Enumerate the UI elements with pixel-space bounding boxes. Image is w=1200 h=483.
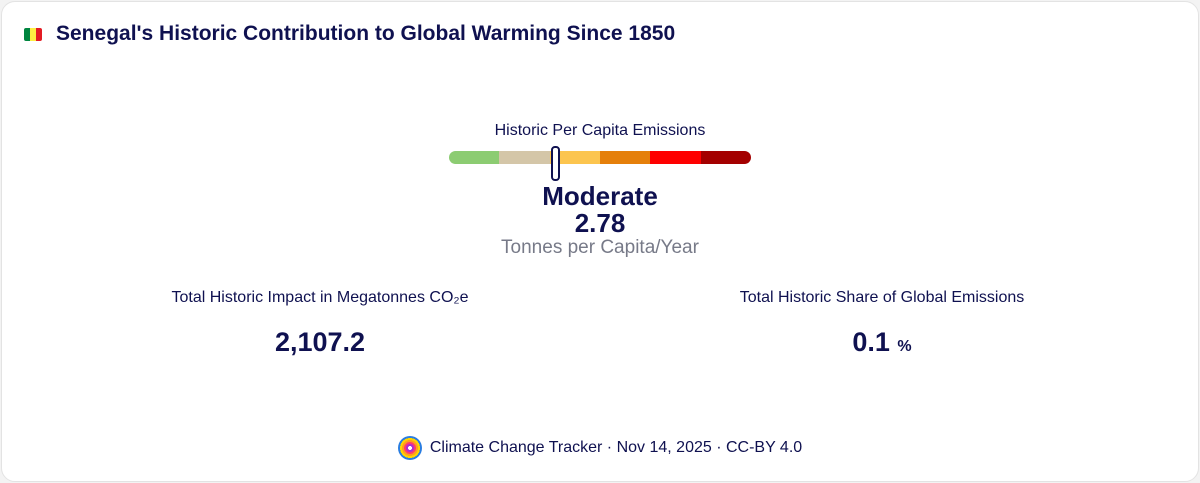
gauge-marker (550, 146, 560, 181)
page-title: Senegal's Historic Contribution to Globa… (56, 22, 676, 45)
stat-total-impact: Total Historic Impact in Megatonnes CO₂e… (120, 289, 520, 358)
gauge-segment-6 (700, 151, 751, 164)
gauge-segment-4 (599, 151, 651, 164)
gauge-segment-5 (650, 151, 701, 164)
gauge-level: Moderate (542, 181, 658, 211)
footer: Climate Change Tracker · Nov 14, 2025 · … (0, 436, 1200, 460)
stat-label: Total Historic Share of Global Emissions (739, 289, 1025, 306)
gauge-value: 2.78 (574, 208, 626, 238)
footer-text[interactable]: Climate Change Tracker · Nov 14, 2025 · … (429, 439, 803, 456)
gauge-segment-3 (549, 151, 600, 164)
stat-label: Total Historic Impact in Megatonnes CO₂e (171, 289, 469, 306)
stat-value: 2,107.2 (274, 327, 366, 357)
header: Senegal's Historic Contribution to Globa… (24, 22, 675, 46)
climate-change-tracker-logo-icon (397, 436, 422, 460)
gauge-segment-1 (449, 151, 500, 164)
gauge-label: Historic Per Capita Emissions (494, 122, 706, 139)
senegal-flag-icon (24, 27, 42, 41)
gauge-unit: Tonnes per Capita/Year (501, 237, 699, 258)
per-capita-gauge: Historic Per Capita Emissions Moderate 2… (0, 122, 1200, 260)
gauge-segment-2 (499, 151, 550, 164)
gauge-bar (449, 151, 751, 164)
stat-value: 0.1 (852, 327, 890, 357)
stat-global-share: Total Historic Share of Global Emissions… (682, 289, 1082, 358)
stat-unit: % (897, 338, 912, 355)
